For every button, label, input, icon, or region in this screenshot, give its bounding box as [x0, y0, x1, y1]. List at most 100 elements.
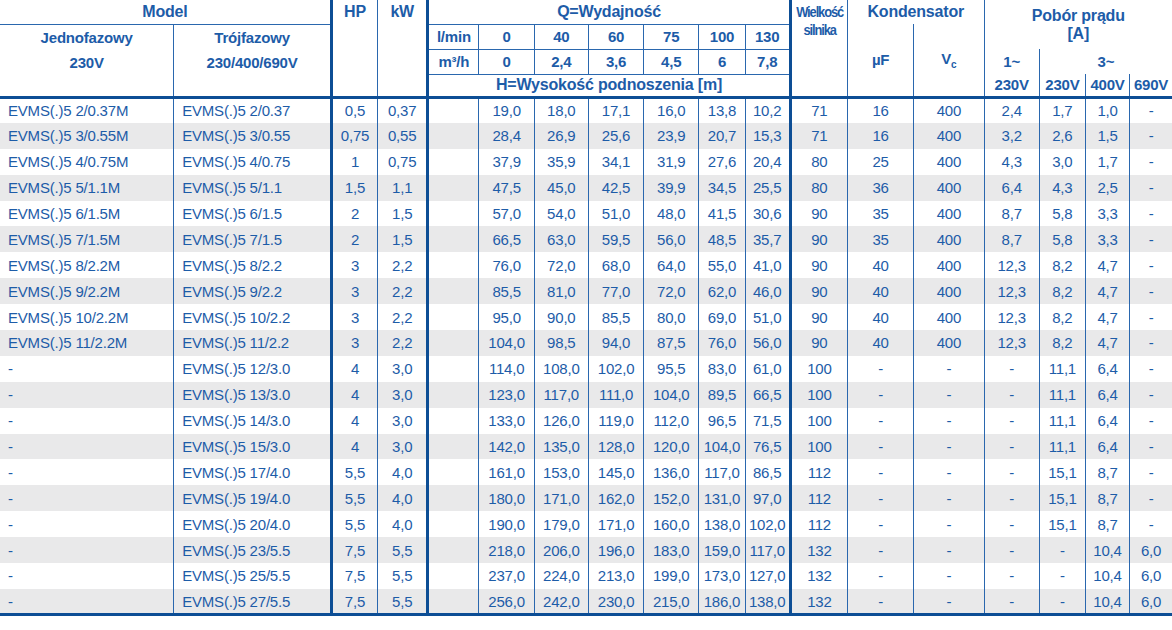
model-three-cell: EVMS(.)5 23/5.5 — [174, 537, 332, 563]
motor-size-cell: 90 — [790, 252, 847, 278]
current-header: Pobór prądu [A] — [984, 0, 1172, 49]
kw-cell: 2,2 — [378, 330, 428, 356]
head-cell-1: 72,0 — [534, 252, 588, 278]
head-cell-5: 46,0 — [745, 278, 790, 304]
flow-spacer-cell — [428, 226, 479, 252]
head-cell-0: 142,0 — [479, 434, 534, 460]
capacitor-uf-cell: - — [847, 485, 913, 511]
uf-header: µF — [847, 24, 913, 97]
capacitor-vc-cell: 400 — [914, 304, 984, 330]
current-cell-2: 1,7 — [1085, 149, 1129, 175]
head-cell-1: 18,0 — [534, 97, 588, 123]
current-cell-3: - — [1130, 330, 1172, 356]
head-cell-4: 138,0 — [699, 511, 745, 537]
flow-spacer-cell — [428, 123, 479, 149]
table-body: EVMS(.)5 2/0.37MEVMS(.)5 2/0.370,50,3719… — [0, 97, 1172, 615]
head-cell-2: 171,0 — [588, 511, 643, 537]
capacitor-vc-cell: - — [914, 459, 984, 485]
head-cell-5: 56,0 — [745, 330, 790, 356]
head-cell-3: 80,0 — [644, 304, 699, 330]
model-single-cell: - — [0, 563, 174, 589]
kw-cell: 1,5 — [378, 226, 428, 252]
table-row: -EVMS(.)5 13/3.043,0123,0117,0111,0104,0… — [0, 382, 1172, 408]
capacitor-uf-cell: 40 — [847, 330, 913, 356]
motor-size-cell: 112 — [790, 459, 847, 485]
head-cell-4: 41,5 — [699, 201, 745, 227]
current-cell-0: - — [984, 356, 1039, 382]
head-cell-5: 117,0 — [745, 537, 790, 563]
capacitor-uf-cell: - — [847, 356, 913, 382]
head-cell-1: 171,0 — [534, 485, 588, 511]
current-cell-0: - — [984, 408, 1039, 434]
hp-cell: 7,5 — [331, 537, 377, 563]
kw-cell: 2,2 — [378, 278, 428, 304]
hp-cell: 2 — [331, 201, 377, 227]
head-cell-1: 206,0 — [534, 537, 588, 563]
current-cell-1: - — [1039, 563, 1085, 589]
m3h-value-2: 3,6 — [588, 49, 643, 74]
kw-cell: 0,37 — [378, 97, 428, 123]
capacitor-vc-cell: - — [914, 356, 984, 382]
current-cell-1: 8,2 — [1039, 252, 1085, 278]
current-cell-2: 6,4 — [1085, 434, 1129, 460]
kw-cell: 0,55 — [378, 123, 428, 149]
head-cell-0: 47,5 — [479, 175, 534, 201]
head-cell-2: 145,0 — [588, 459, 643, 485]
head-cell-4: 89,5 — [699, 382, 745, 408]
hp-cell: 1 — [331, 149, 377, 175]
head-cell-3: 104,0 — [644, 382, 699, 408]
current-cell-3: 6,0 — [1130, 589, 1172, 615]
current-cell-3: - — [1130, 226, 1172, 252]
three-phase-symbol: 3~ — [1039, 49, 1172, 74]
head-cell-0: 95,0 — [479, 304, 534, 330]
head-cell-2: 42,5 — [588, 175, 643, 201]
motor-size-cell: 132 — [790, 589, 847, 615]
flow-spacer-cell — [428, 252, 479, 278]
head-cell-4: 55,0 — [699, 252, 745, 278]
table-row: -EVMS(.)5 15/3.043,0142,0135,0128,0120,0… — [0, 434, 1172, 460]
head-cell-4: 34,5 — [699, 175, 745, 201]
head-cell-0: 237,0 — [479, 563, 534, 589]
capacitor-uf-cell: - — [847, 589, 913, 615]
kw-cell: 4,0 — [378, 485, 428, 511]
motor-size-cell: 80 — [790, 149, 847, 175]
head-cell-2: 85,5 — [588, 304, 643, 330]
vc-sub: c — [951, 59, 956, 70]
current-cell-3: 6,0 — [1130, 537, 1172, 563]
head-cell-2: 51,0 — [588, 201, 643, 227]
model-three-cell: EVMS(.)5 20/4.0 — [174, 511, 332, 537]
current-cell-0: - — [984, 589, 1039, 615]
current-cell-3: - — [1130, 201, 1172, 227]
hp-cell: 4 — [331, 434, 377, 460]
current-cell-0: 12,3 — [984, 252, 1039, 278]
flow-spacer-cell — [428, 434, 479, 460]
model-single-cell: - — [0, 408, 174, 434]
kw-cell: 2,2 — [378, 304, 428, 330]
kw-cell: 5,5 — [378, 589, 428, 615]
current-voltage-3: 690V — [1130, 74, 1172, 97]
motor-size-cell: 71 — [790, 123, 847, 149]
current-cell-1: 15,1 — [1039, 485, 1085, 511]
head-cell-4: 48,5 — [699, 226, 745, 252]
table-row: EVMS(.)5 2/0.37MEVMS(.)5 2/0.370,50,3719… — [0, 97, 1172, 123]
current-cell-0: 12,3 — [984, 278, 1039, 304]
motor-size-cell: 100 — [790, 434, 847, 460]
capacitor-vc-cell: 400 — [914, 97, 984, 123]
head-cell-5: 41,0 — [745, 252, 790, 278]
head-cell-0: 123,0 — [479, 382, 534, 408]
head-cell-3: 136,0 — [644, 459, 699, 485]
table-row: -EVMS(.)5 27/5.57,55,5256,0242,0230,0215… — [0, 589, 1172, 615]
model-three-cell: EVMS(.)5 8/2.2 — [174, 252, 332, 278]
capacitor-vc-cell: 400 — [914, 123, 984, 149]
current-cell-2: 4,7 — [1085, 278, 1129, 304]
pump-spec-table: Model HP kW Q=Wydajność Wielkość silnika… — [0, 0, 1172, 616]
current-cell-3: - — [1130, 252, 1172, 278]
model-three-cell: EVMS(.)5 13/3.0 — [174, 382, 332, 408]
motor-size-cell: 100 — [790, 408, 847, 434]
head-cell-4: 104,0 — [699, 434, 745, 460]
current-cell-1: 11,1 — [1039, 382, 1085, 408]
motor-size-cell: 71 — [790, 97, 847, 123]
capacitor-uf-cell: 35 — [847, 226, 913, 252]
current-cell-0: 2,4 — [984, 97, 1039, 123]
head-cell-4: 96,5 — [699, 408, 745, 434]
